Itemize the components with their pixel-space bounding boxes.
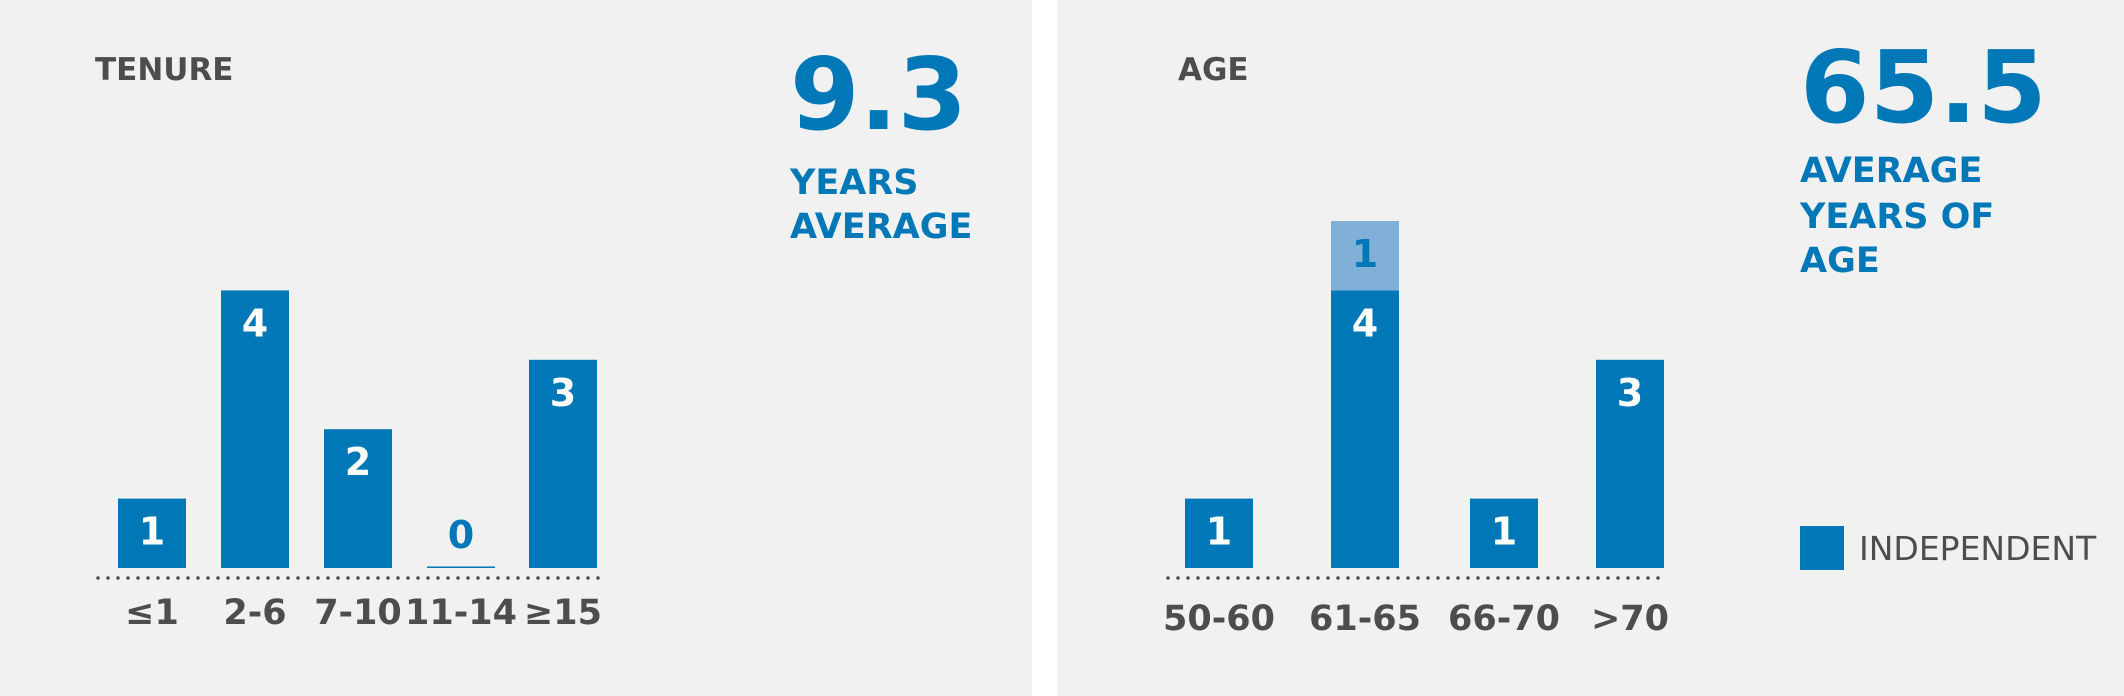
stat-label: AVERAGE bbox=[1800, 151, 1982, 191]
stat-label: YEARS OF bbox=[1799, 197, 1994, 237]
bar bbox=[1470, 498, 1538, 568]
bar bbox=[529, 359, 597, 568]
x-tick-label: 50-60 bbox=[1163, 599, 1275, 639]
value-label: 1 bbox=[1206, 510, 1232, 554]
x-tick-label: ≥15 bbox=[524, 593, 602, 633]
bar bbox=[221, 290, 289, 568]
bar bbox=[118, 498, 186, 568]
x-tick-label: 66-70 bbox=[1448, 599, 1560, 639]
chart-title: TENURE bbox=[95, 52, 234, 88]
value-label: 1 bbox=[1352, 232, 1378, 276]
x-tick-label: 11-14 bbox=[405, 593, 517, 633]
bar bbox=[1331, 290, 1399, 568]
value-label: 3 bbox=[550, 371, 576, 415]
legend-swatch bbox=[1800, 526, 1844, 570]
x-tick-label: ≤1 bbox=[125, 593, 179, 633]
value-label: 1 bbox=[1491, 510, 1517, 554]
value-label: 4 bbox=[1352, 301, 1378, 345]
stat-label: AGE bbox=[1800, 241, 1880, 281]
bar bbox=[1596, 359, 1664, 568]
x-tick-label: 61-65 bbox=[1309, 599, 1421, 639]
bar bbox=[427, 566, 495, 568]
value-label: 0 bbox=[448, 513, 474, 557]
stat-value: 9.3 bbox=[790, 36, 967, 153]
value-label: 1 bbox=[139, 510, 165, 554]
bar bbox=[1185, 498, 1253, 568]
legend-label: INDEPENDENT bbox=[1859, 529, 2097, 568]
x-tick-label: 2-6 bbox=[223, 593, 286, 633]
value-label: 4 bbox=[242, 301, 268, 345]
bar bbox=[324, 429, 392, 568]
value-label: 3 bbox=[1617, 371, 1643, 415]
x-tick-label: >70 bbox=[1591, 599, 1669, 639]
value-label: 2 bbox=[345, 440, 371, 484]
stat-label: YEARS bbox=[789, 163, 919, 203]
panel-background bbox=[1057, 0, 2124, 696]
stat-value: 65.5 bbox=[1800, 29, 2047, 146]
chart-title: AGE bbox=[1178, 52, 1249, 88]
panel-background bbox=[0, 0, 1032, 696]
bar bbox=[1331, 221, 1399, 291]
stat-label: AVERAGE bbox=[790, 207, 972, 247]
x-tick-label: 7-10 bbox=[314, 593, 402, 633]
